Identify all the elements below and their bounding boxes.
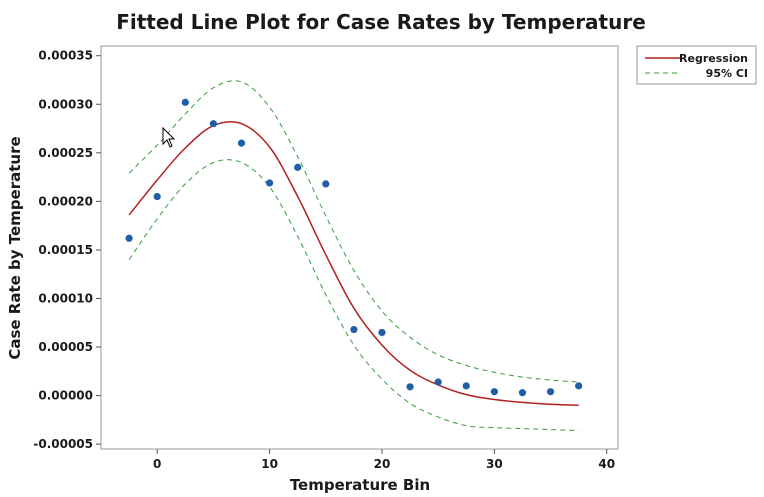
- x-axis: 0 10 20 30 40: [153, 449, 615, 471]
- series-layer: [128, 80, 579, 431]
- data-point: [181, 98, 189, 106]
- data-point: [350, 325, 358, 334]
- ci-band-line: [128, 159, 579, 431]
- ci-band-line: [128, 80, 579, 383]
- data-point: [153, 192, 161, 201]
- y-tick-label: 0.00030: [38, 97, 93, 111]
- legend-label-regression: Regression: [679, 52, 748, 65]
- legend-label-ci: 95% CI: [706, 67, 748, 80]
- data-point: [575, 382, 583, 390]
- data-point: [378, 328, 386, 337]
- y-tick-label: 0.00015: [38, 243, 93, 257]
- data-point: [322, 180, 330, 188]
- y-tick-label: -0.00005: [33, 437, 93, 451]
- y-tick-label: 0.00020: [38, 194, 93, 208]
- y-tick-label: 0.00000: [38, 389, 93, 403]
- x-tick-label: 30: [486, 457, 503, 471]
- data-point: [265, 179, 274, 187]
- y-tick-label: 0.00005: [38, 340, 93, 354]
- data-point: [294, 163, 302, 171]
- legend-box: [636, 45, 757, 85]
- x-tick-label: 40: [598, 457, 615, 471]
- data-point: [518, 389, 527, 397]
- data-points: [125, 98, 583, 397]
- y-axis: -0.00005 0.00000 0.00005 0.00010 0.00015 0.00…: [33, 49, 101, 451]
- x-tick-label: 20: [374, 457, 391, 471]
- data-point: [490, 388, 498, 396]
- data-point: [237, 139, 246, 147]
- data-point: [209, 120, 217, 128]
- data-point: [434, 378, 442, 386]
- data-point: [406, 383, 414, 391]
- x-tick-label: 0: [153, 457, 161, 471]
- data-point: [462, 382, 470, 390]
- chart-title: Fitted Line Plot for Case Rates by Tempe…: [116, 10, 646, 34]
- x-axis-label: Temperature Bin: [290, 476, 430, 494]
- mouse-pointer-icon: [162, 127, 176, 148]
- y-tick-label: 0.00035: [38, 49, 93, 63]
- regression-line: [128, 120, 579, 407]
- y-axis-label: Case Rate by Temperature: [6, 136, 24, 359]
- x-tick-label: 10: [261, 457, 278, 471]
- y-tick-label: 0.00010: [38, 291, 93, 305]
- y-tick-label: 0.00025: [38, 146, 93, 160]
- data-point: [125, 234, 133, 242]
- plot-area: [100, 45, 619, 450]
- legend: Regression 95% CI: [636, 45, 757, 85]
- data-point: [546, 388, 555, 396]
